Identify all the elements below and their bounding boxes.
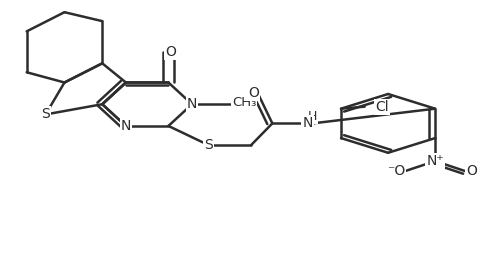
Text: S: S	[204, 138, 213, 152]
Text: N: N	[187, 97, 197, 111]
Text: CH₃: CH₃	[232, 96, 256, 109]
Text: ⁻O: ⁻O	[387, 164, 405, 178]
Text: N: N	[121, 119, 131, 133]
Text: O: O	[466, 164, 477, 178]
Text: O: O	[165, 45, 176, 59]
Text: Cl: Cl	[375, 100, 389, 114]
Text: O: O	[248, 86, 259, 100]
Text: N: N	[303, 116, 313, 130]
Text: S: S	[41, 107, 50, 122]
Text: N⁺: N⁺	[426, 154, 444, 168]
Text: H: H	[308, 111, 317, 124]
